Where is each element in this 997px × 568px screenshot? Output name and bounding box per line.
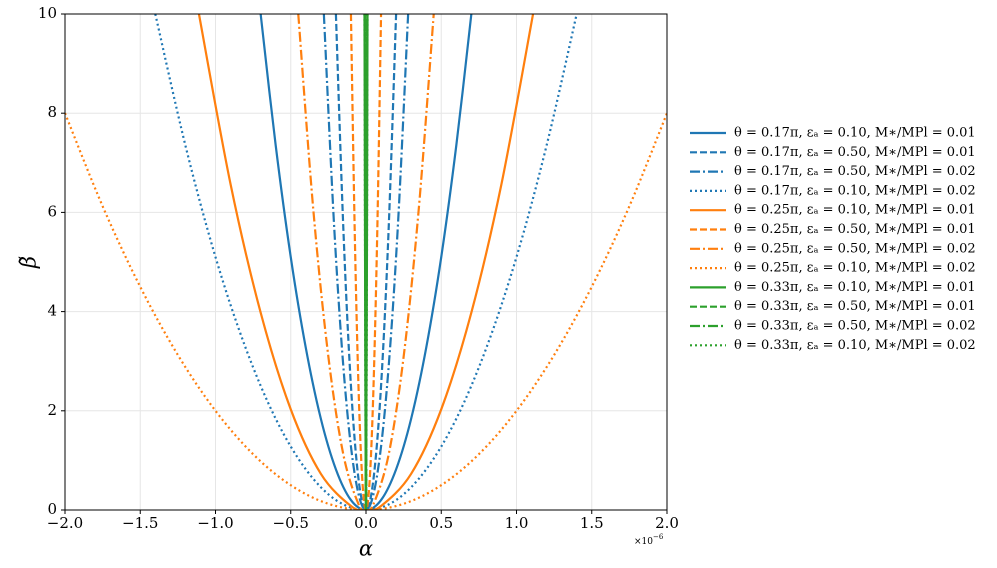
x-tick-label: 0.0 [354,514,378,532]
legend-label: θ = 0.33π, εₐ = 0.50, M∗/MPl = 0.01 [734,299,976,314]
legend-label: θ = 0.25π, εₐ = 0.50, M∗/MPl = 0.02 [734,241,976,256]
plot-lines [65,14,667,510]
legend-label: θ = 0.17π, εₐ = 0.10, M∗/MPl = 0.01 [734,126,976,141]
series-line [154,14,578,510]
x-multiplier: ×10−6 [634,533,664,547]
series-line [322,14,410,510]
x-axis-label: α [359,537,373,561]
x-multiplier-exponent: −6 [653,533,664,541]
x-tick-label: −2.0 [47,514,83,532]
series-line [297,14,435,510]
legend-label: θ = 0.33π, εₐ = 0.10, M∗/MPl = 0.01 [734,280,976,295]
x-tick-label: −0.5 [273,514,309,532]
x-tick-label: 2.0 [655,514,679,532]
y-tick-label: 8 [47,103,57,121]
series-line [65,112,667,510]
legend-label: θ = 0.25π, εₐ = 0.10, M∗/MPl = 0.01 [734,203,976,218]
legend-label: θ = 0.17π, εₐ = 0.10, M∗/MPl = 0.02 [734,183,976,198]
legend-label: θ = 0.33π, εₐ = 0.10, M∗/MPl = 0.02 [734,338,976,353]
series-line [259,14,473,510]
x-tick-label: 0.5 [429,514,453,532]
legend-label: θ = 0.17π, εₐ = 0.50, M∗/MPl = 0.01 [734,145,976,160]
y-tick-label: 0 [47,500,57,518]
y-tick-label: 10 [38,4,57,22]
y-axis-label: β̃ [17,256,41,269]
x-tick-label: 1.0 [505,514,529,532]
y-tick-label: 6 [47,202,57,220]
axes: −2.0 −1.5 −1.0 −0.5 0.0 0.5 1.0 1.5 2.0 0 2 4 6 8 10 [38,4,679,532]
legend-label: θ = 0.25π, εₐ = 0.50, M∗/MPl = 0.01 [734,222,976,237]
x-multiplier-base: ×10 [634,537,653,547]
y-tick-label: 2 [47,401,57,419]
x-tick-label: 1.5 [580,514,604,532]
series-line [349,14,383,510]
x-tick-label: −1.0 [197,514,233,532]
legend-label: θ = 0.33π, εₐ = 0.50, M∗/MPl = 0.02 [734,319,976,334]
y-tick-label: 4 [47,302,57,320]
legend: θ = 0.17π, εₐ = 0.10, M∗/MPl = 0.01 θ = 0… [690,126,976,353]
series-line [197,14,535,510]
x-tick-label: −1.5 [122,514,158,532]
legend-label: θ = 0.25π, εₐ = 0.10, M∗/MPl = 0.02 [734,261,976,276]
legend-label: θ = 0.17π, εₐ = 0.50, M∗/MPl = 0.02 [734,164,976,179]
series-line [363,14,369,510]
